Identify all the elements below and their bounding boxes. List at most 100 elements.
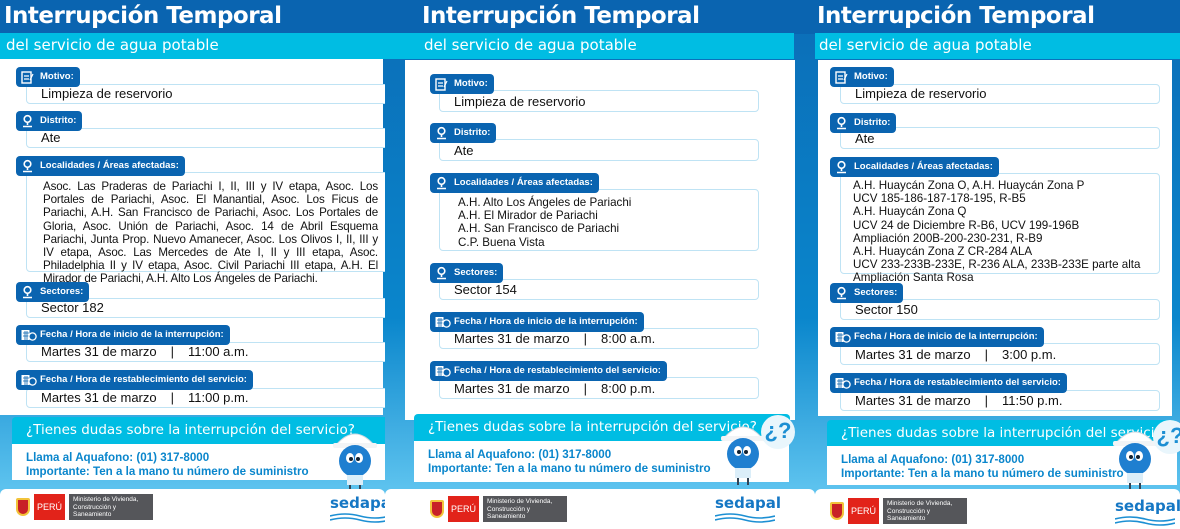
localidades-list: A.H. Huaycán Zona O, A.H. Huaycán Zona P… [853,179,1158,285]
motivo-label-text: Motivo: [454,78,488,89]
distrito-label: Distrito: [830,113,897,133]
inicio-time: 11:00 a.m. [188,344,249,359]
distrito-value-box: Ate [26,128,385,148]
rest-label: Fecha / Hora de restablecimiento del ser… [830,373,1067,393]
mascot-icon [330,425,380,495]
mascot-icon [718,418,768,488]
question-bubble-icon: ¿? [761,415,795,449]
inicio-time: 3:00 p.m. [1002,347,1057,362]
inicio-date: Martes 31 de marzo [454,331,570,346]
localidades-label-text: Localidades / Áreas afectadas: [454,177,593,188]
motivo-value: Limpieza de reservorio [41,86,173,101]
ministry-name: Ministerio de Vivienda, Construcción y S… [483,496,568,522]
inicio-label-text: Fecha / Hora de inicio de la interrupció… [854,331,1038,342]
sectores-label: Sectores: [430,263,504,283]
localidad-item: A.H. Huaycán Zona Z CR-284 ALA [853,245,1033,259]
waves-icon [715,513,775,523]
rest-date: Martes 31 de marzo [855,393,971,408]
localidades-value-box: Asoc. Las Praderas de Pariachi I, II, II… [26,172,385,285]
brand-name: sedapal [330,494,385,512]
rest-time: 8:00 p.m. [601,381,656,396]
localidades-label: Localidades / Áreas afectadas: [830,157,999,177]
header-bar [815,0,1180,34]
inicio-value-box: Martes 31 de marzo | 3:00 p.m. [840,343,1160,365]
rest-datetime: Martes 31 de marzo | 11:50 p.m. [855,393,1062,408]
inicio-datetime: Martes 31 de marzo | 3:00 p.m. [855,347,1056,362]
ministry-name: Ministerio de Vivienda, Construcción y S… [69,494,154,520]
separator: | [170,344,174,359]
localidades-label: Localidades / Áreas afectadas: [16,156,185,176]
distrito-value: Ate [855,131,875,146]
question-banner: ¿Tienes dudas sobre la interrupción del … [827,420,1177,447]
sectores-value-box: Sector 150 [840,299,1160,320]
localidades-list: Asoc. Las Praderas de Pariachi I, II, II… [43,180,378,286]
rest-label-text: Fecha / Hora de restablecimiento del ser… [454,365,661,376]
separator: | [984,393,988,408]
brand-name: sedapal [1115,497,1180,515]
peru-shield-icon [16,498,30,516]
waves-icon [330,513,385,523]
distrito-value-box: Ate [840,127,1160,149]
distrito-label-text: Distrito: [40,115,77,126]
ministry-logo: PERÚ Ministerio de Vivienda, Construcción… [430,496,568,522]
motivo-value: Limpieza de reservorio [855,86,987,101]
motivo-label-text: Motivo: [854,71,888,82]
notice-panel: Interrupción Temporal del servicio de agu… [815,0,1180,529]
contact-box: Llama al Aquafono: (01) 317-8000 Importan… [12,444,385,480]
sectores-label-text: Sectores: [454,267,498,278]
distrito-label: Distrito: [16,111,83,131]
peru-badge: PERÚ [848,498,880,524]
localidades-label: Localidades / Áreas afectadas: [430,173,599,193]
motivo-label: Motivo: [16,67,80,87]
localidad-item: A.H. Huaycán Zona Q [853,205,967,219]
sectores-label: Sectores: [830,283,904,303]
rest-label-text: Fecha / Hora de restablecimiento del ser… [854,377,1061,388]
separator: | [984,347,988,362]
motivo-value-box: Limpieza de reservorio [840,84,1160,104]
notice-subtitle: del servicio de agua potable [385,33,794,59]
important-note: Importante: Ten a la mano tu número de s… [26,465,309,478]
motivo-value-box: Limpieza de reservorio [26,84,385,104]
sedapal-logo: sedapal [1115,497,1180,527]
distrito-value: Ate [454,143,474,158]
rest-label: Fecha / Hora de restablecimiento del ser… [16,370,253,390]
rest-date: Martes 31 de marzo [41,390,157,405]
sectores-value: Sector 182 [41,300,104,315]
distrito-label: Distrito: [430,123,497,143]
inicio-label-text: Fecha / Hora de inicio de la interrupció… [454,316,638,327]
rest-datetime: Martes 31 de marzo | 11:00 p.m. [41,390,248,405]
inicio-datetime: Martes 31 de marzo | 11:00 a.m. [41,344,248,359]
separator: | [583,331,587,346]
peru-shield-icon [430,500,444,518]
inicio-label-text: Fecha / Hora de inicio de la interrupció… [40,329,224,340]
header-bar [385,0,815,34]
distrito-label-text: Distrito: [454,127,491,138]
inicio-label: Fecha / Hora de inicio de la interrupció… [830,327,1044,347]
rest-date: Martes 31 de marzo [454,381,570,396]
rest-value-box: Martes 31 de marzo | 11:00 p.m. [26,388,385,408]
localidad-item: UCV 233-233B-233E, R-236 ALA, 233B-233E … [853,258,1141,285]
mascot-icon [1110,423,1160,493]
localidad-item: Asoc. Las Praderas de Pariachi I, II, II… [43,180,378,286]
contact-box: Llama al Aquafono: (01) 317-8000 Importan… [414,441,789,482]
motivo-value-box: Limpieza de reservorio [439,90,759,112]
brand-name: sedapal [715,494,781,512]
rest-time: 11:50 p.m. [1002,393,1063,408]
peru-shield-icon [830,502,844,520]
localidades-value-box: A.H. Alto Los Ángeles de Pariachi A.H. El… [439,189,759,251]
question-bubble-icon: ¿? [1153,420,1180,454]
distrito-value-box: Ate [439,139,759,161]
notice-panel: Interrupción Temporal del servicio de agu… [0,0,385,529]
motivo-label: Motivo: [430,74,494,94]
inicio-date: Martes 31 de marzo [855,347,971,362]
separator: | [583,381,587,396]
rest-label-text: Fecha / Hora de restablecimiento del ser… [40,374,247,385]
header-bar [0,0,385,34]
distrito-value: Ate [41,130,61,145]
question-banner: ¿Tienes dudas sobre la interrupción del … [12,417,385,444]
inicio-date: Martes 31 de marzo [41,344,157,359]
rest-datetime: Martes 31 de marzo | 8:00 p.m. [454,381,655,396]
inicio-datetime: Martes 31 de marzo | 8:00 a.m. [454,331,655,346]
rest-value-box: Martes 31 de marzo | 8:00 p.m. [439,377,759,399]
localidad-item: A.H. El Mirador de Pariachi [458,209,598,223]
